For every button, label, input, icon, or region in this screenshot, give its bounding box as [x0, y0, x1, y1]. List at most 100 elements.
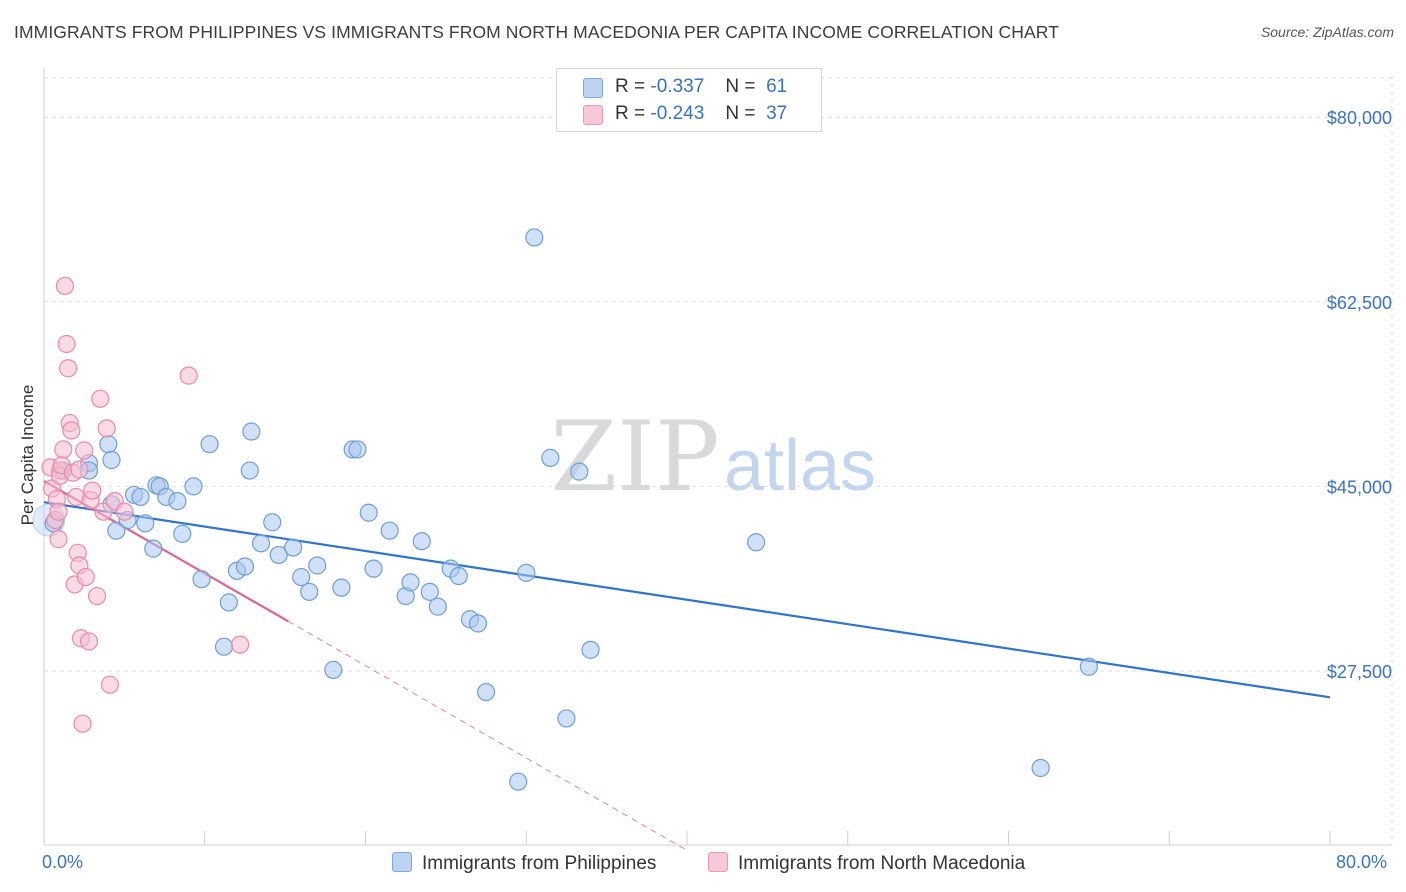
data-points — [32, 228, 1098, 791]
legend-swatch-philippines — [583, 78, 603, 98]
point-macedonia — [231, 635, 250, 654]
legend-r-label: R = — [615, 103, 646, 124]
legend-r-value-macedonia: -0.243 — [650, 103, 705, 124]
point-philippines — [263, 513, 282, 532]
point-philippines — [468, 614, 488, 633]
point-macedonia — [49, 530, 68, 549]
point-philippines — [541, 448, 560, 467]
point-philippines — [380, 521, 399, 540]
point-philippines — [364, 559, 383, 578]
y-axis-label: Per Capita Income — [18, 384, 37, 526]
y-tick-label: $45,000 — [1327, 477, 1392, 497]
point-macedonia — [62, 421, 81, 440]
bottom-legend-swatch-macedonia — [708, 852, 728, 872]
bottom-legend-label-macedonia: Immigrants from North Macedonia — [738, 853, 1026, 874]
watermark-atlas: atlas — [724, 426, 876, 506]
legend-n-value-philippines: 61 — [766, 76, 788, 97]
bottom-legend-macedonia: Immigrants from North Macedonia — [708, 852, 1025, 875]
point-macedonia — [57, 334, 76, 354]
point-philippines — [173, 524, 192, 543]
point-macedonia — [54, 440, 73, 459]
point-philippines — [219, 593, 238, 612]
point-philippines — [308, 556, 327, 575]
y-tick-label: $80,000 — [1327, 108, 1392, 128]
point-philippines — [581, 640, 600, 659]
point-philippines — [131, 487, 150, 507]
point-macedonia — [49, 502, 68, 521]
legend-n-label: N = — [725, 76, 756, 97]
point-philippines — [107, 521, 126, 540]
point-macedonia — [79, 632, 99, 651]
trend-lines — [43, 480, 1331, 851]
point-philippines — [168, 492, 187, 511]
point-philippines — [324, 660, 343, 680]
point-philippines — [292, 567, 311, 587]
point-philippines — [284, 538, 303, 557]
legend-n-label: N = — [725, 103, 756, 124]
x-tick-min: 0.0% — [42, 852, 84, 872]
point-philippines — [242, 422, 261, 441]
y-tick-label: $62,500 — [1327, 293, 1392, 313]
point-philippines — [102, 450, 121, 470]
point-philippines — [359, 503, 378, 522]
point-macedonia — [83, 481, 102, 500]
point-macedonia — [97, 419, 116, 438]
point-philippines — [192, 570, 211, 589]
bottom-legend-swatch-philippines — [392, 852, 412, 872]
point-philippines — [184, 477, 203, 496]
legend-r-label: R = — [615, 76, 646, 97]
point-philippines — [251, 534, 271, 553]
point-philippines — [420, 582, 439, 601]
point-macedonia — [70, 460, 89, 479]
point-philippines — [412, 532, 431, 551]
bottom-legend-label-philippines: Immigrants from Philippines — [422, 853, 657, 874]
point-philippines — [99, 435, 118, 454]
point-philippines — [570, 462, 589, 481]
point-macedonia — [91, 389, 110, 408]
point-philippines — [517, 563, 536, 582]
legend-n-value-macedonia: 37 — [766, 103, 788, 124]
point-philippines — [240, 461, 259, 480]
point-philippines — [136, 514, 155, 533]
chart-title: IMMIGRANTS FROM PHILIPPINES VS IMMIGRANT… — [14, 22, 1059, 42]
point-philippines — [525, 228, 544, 247]
point-philippines — [401, 573, 420, 592]
bottom-legend-philippines: Immigrants from Philippines — [392, 852, 656, 875]
point-macedonia — [73, 714, 92, 733]
point-philippines — [269, 545, 288, 565]
point-philippines — [1079, 657, 1098, 676]
point-macedonia — [87, 586, 107, 606]
point-philippines — [509, 772, 528, 791]
y-tick-label: $27,500 — [1327, 662, 1392, 682]
point-macedonia — [115, 502, 134, 521]
stats-legend: R = -0.337 N = 61 R = -0.243 N = 37 — [556, 68, 822, 132]
watermark: ZIP atlas — [550, 401, 876, 513]
y-tick-labels: $80,000 $62,500 $45,000 $27,500 — [1327, 108, 1392, 682]
point-philippines — [557, 709, 576, 728]
point-philippines — [428, 597, 447, 616]
point-philippines — [449, 566, 468, 586]
legend-r-value-philippines: -0.337 — [650, 76, 705, 97]
x-tick-max: 80.0% — [1336, 852, 1388, 872]
axes — [43, 68, 1392, 846]
point-philippines — [144, 539, 163, 558]
point-philippines — [747, 533, 766, 552]
watermark-zip: ZIP — [550, 401, 719, 513]
point-macedonia — [100, 675, 120, 694]
point-philippines — [476, 682, 496, 702]
trend-line-macedonia-extension — [288, 620, 688, 851]
legend-swatch-macedonia — [583, 105, 603, 125]
point-philippines — [332, 578, 351, 597]
point-philippines — [1031, 758, 1050, 778]
point-macedonia — [179, 366, 198, 385]
point-philippines — [348, 440, 367, 459]
point-macedonia — [55, 276, 74, 296]
point-philippines — [200, 435, 219, 454]
point-philippines — [235, 557, 255, 576]
source-label: Source: ZipAtlas.com — [1260, 24, 1394, 40]
point-macedonia — [59, 359, 78, 378]
point-philippines — [214, 637, 234, 656]
point-macedonia — [76, 567, 95, 587]
point-macedonia — [94, 502, 113, 521]
